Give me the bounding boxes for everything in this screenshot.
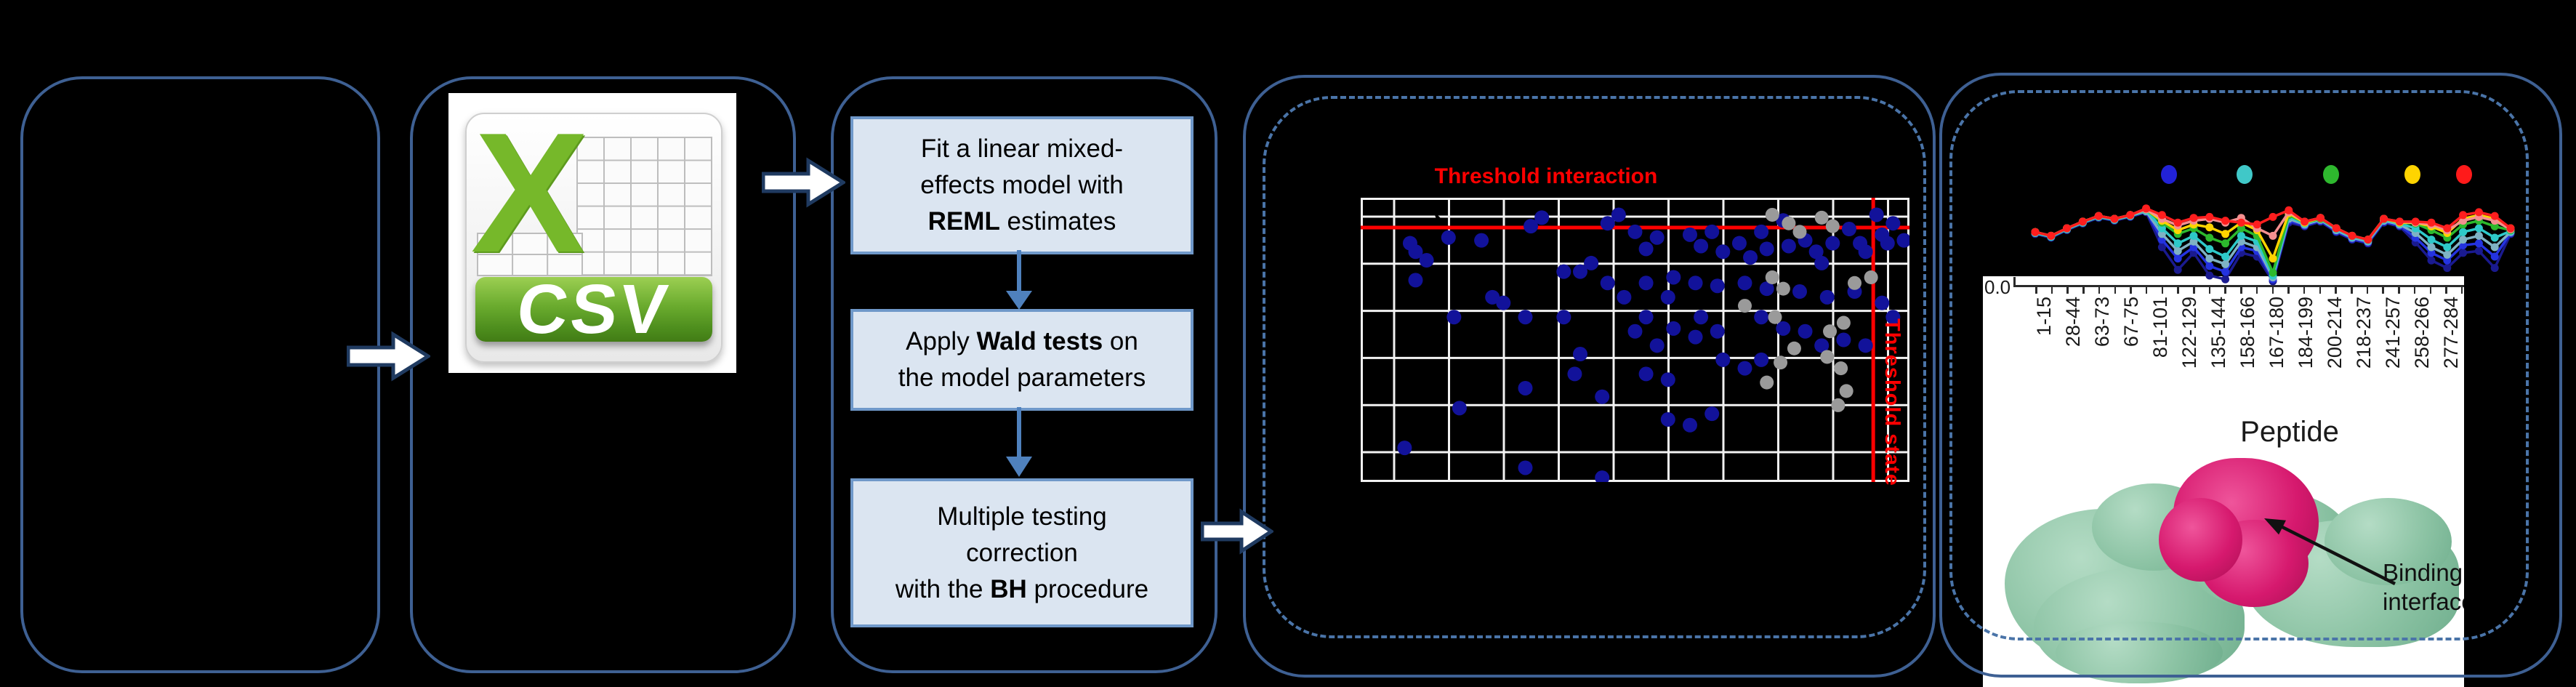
x-axis-tick [2224,287,2226,294]
panel-scatter-results [1243,75,1936,678]
threshold-interaction-label: Threshold interaction [1434,164,1658,188]
x-axis-tick [2130,287,2132,294]
x-axis-tick [2303,287,2306,294]
x-axis-tick [2082,287,2085,294]
excel-csv-file-icon: X CSV [465,113,723,363]
spreadsheet-grid-band [477,233,583,276]
panel-statistics-workflow [831,76,1217,673]
x-axis-tick [2066,287,2069,294]
excel-x-glyph: X [469,113,590,288]
x-axis-title: Peptide [2240,416,2339,448]
x-axis-tick [2398,287,2400,294]
connector-arrow-1-icon [1006,250,1032,310]
csv-file-image: X CSV [448,93,736,373]
panel-csv-file [410,76,796,673]
x-axis-tick [2255,287,2258,294]
y-axis-stub [2013,277,2016,286]
x-axis-tick [2271,287,2274,294]
x-axis-tick [2382,287,2384,294]
panel-input [20,76,380,673]
uptake-profile-chart [2031,165,2515,286]
x-axis-tick [2035,287,2037,294]
x-axis-tick [2193,287,2195,294]
flow-step-bh: Multiple testing correction with the BH pr… [850,478,1194,627]
x-axis-line [2013,285,2464,287]
x-axis-tick [2161,287,2164,294]
y-axis-tick-label: 0.0 [1984,276,2011,298]
csv-banner: CSV [475,270,712,348]
binding-interface-label: Binding interface [2383,559,2464,615]
x-axis-tick [2445,287,2447,294]
x-axis-tick [2145,287,2148,294]
spreadsheet-grid [576,136,712,276]
scatter-plot [1361,198,1909,482]
x-axis-tick [2366,287,2369,294]
binding-interface-arrow-icon [2264,518,2396,586]
x-axis-tick [2098,287,2101,294]
x-axis-tick [2413,287,2416,294]
protein-structure [2005,458,2464,687]
x-axis-tick [2240,287,2242,294]
x-axis-tick [2319,287,2322,294]
x-axis-tick [2429,287,2431,294]
x-axis-tick [2050,287,2053,294]
protein-green-domain [2056,622,2223,683]
threshold-state-label: Threshold state [1880,318,1904,486]
x-axis-tick [2177,287,2179,294]
flow-arrow-3-icon [1201,508,1273,555]
x-axis-tick [2208,287,2211,294]
flow-step-reml: Fit a linear mixed-effects model with REM… [850,116,1194,254]
panel-profile-results [1939,73,2562,678]
x-axis-tick [2287,287,2290,294]
x-axis-tick [2351,287,2353,294]
x-axis-tick [2335,287,2337,294]
x-axis-tick [2460,287,2463,294]
protein-magenta-peptide [2159,498,2242,582]
flow-arrow-1-icon [347,331,430,382]
profile-figure-background: 0.0 1-15 28-44 63-73 67-75 81-101 122-129 135-… [1983,276,2464,687]
x-axis-tick [2114,287,2116,294]
connector-arrow-2-icon [1006,407,1032,477]
protein-green-domain [2325,498,2452,585]
flow-arrow-2-icon [762,157,845,208]
flow-step-wald: Apply Wald tests on the model parameters [850,309,1194,411]
